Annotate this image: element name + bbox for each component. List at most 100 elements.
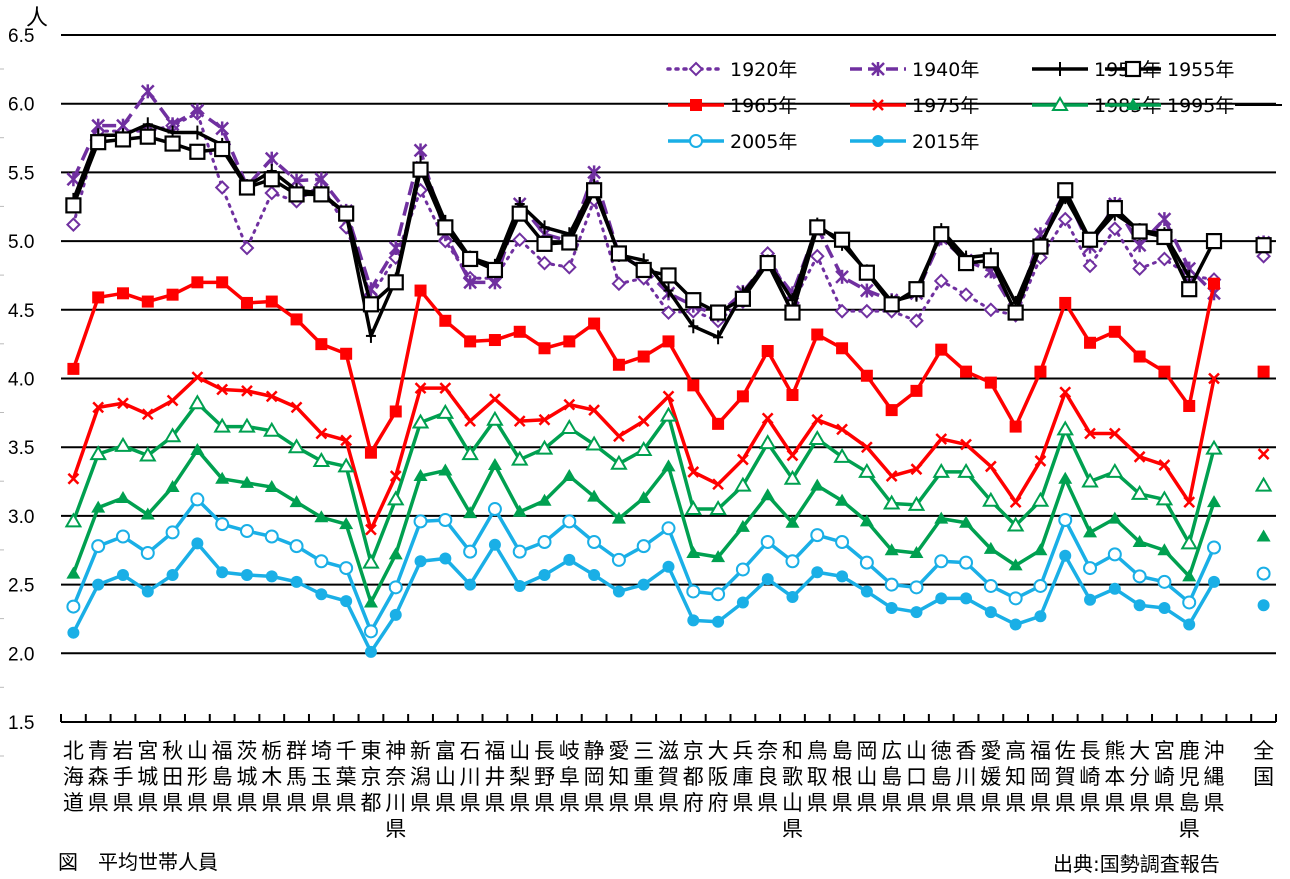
- data-point: [489, 393, 501, 405]
- x-tick-label: 県: [112, 791, 133, 815]
- data-point: [140, 84, 155, 99]
- data-point: [783, 469, 802, 485]
- data-point: [189, 143, 206, 160]
- data-point: [883, 296, 900, 313]
- data-point: [439, 314, 452, 327]
- x-tick-label: 福: [1030, 739, 1051, 763]
- x-tick-label: 県: [311, 791, 332, 815]
- data-point: [115, 491, 130, 504]
- x-tick-label: 岡: [856, 739, 877, 763]
- data-point: [314, 554, 329, 569]
- x-tick-label: 口: [906, 765, 927, 789]
- data-point: [859, 283, 874, 298]
- data-point: [1257, 599, 1270, 612]
- data-point: [538, 342, 551, 355]
- data-point: [67, 472, 80, 485]
- data-point: [264, 151, 279, 166]
- data-point: [66, 599, 81, 614]
- x-tick-label: 奈: [757, 739, 778, 763]
- data-point: [612, 585, 625, 598]
- x-tick-label: 県: [906, 791, 927, 815]
- data-point: [315, 588, 328, 601]
- x-tick-label: 高: [1005, 739, 1026, 763]
- x-tick-label: 都: [360, 791, 381, 815]
- data-point: [1183, 496, 1196, 509]
- x-tick-label: 県: [807, 791, 828, 815]
- series-1995年: [66, 442, 1271, 608]
- data-point: [512, 232, 528, 248]
- source-caption: 出典:国勢調査報告: [1053, 852, 1220, 876]
- x-tick-label: 県: [212, 791, 233, 815]
- x-tick-label: 梨: [509, 765, 530, 789]
- data-point: [661, 305, 676, 320]
- data-point: [314, 172, 329, 187]
- data-point: [611, 552, 626, 567]
- data-point: [463, 275, 478, 290]
- data-point: [215, 121, 230, 136]
- data-point: [1009, 420, 1022, 433]
- x-tick-label: 葉: [336, 765, 357, 789]
- data-point: [513, 325, 526, 338]
- data-point: [1155, 490, 1174, 506]
- data-point: [909, 545, 924, 558]
- data-point: [363, 595, 378, 608]
- x-tick-label: 愛: [980, 739, 1001, 763]
- data-point: [885, 470, 898, 482]
- series-group: [64, 84, 1273, 658]
- data-point: [613, 430, 625, 443]
- x-tick-label: 県: [187, 791, 208, 815]
- x-tick-label: 本: [1104, 765, 1125, 789]
- data-point: [314, 510, 329, 523]
- data-point: [1205, 233, 1223, 250]
- data-point: [785, 554, 800, 569]
- legend-item: 1995年: [1105, 95, 1234, 117]
- data-point: [659, 406, 678, 422]
- legend-marker: [1051, 96, 1069, 111]
- x-tick-label: 山: [782, 791, 803, 815]
- data-point: [1157, 574, 1172, 589]
- data-point: [215, 471, 230, 484]
- data-point: [339, 517, 354, 530]
- y-tick-label: 5.0: [8, 232, 34, 253]
- x-tick-label: 県: [336, 791, 357, 815]
- y-tick-label: 1.5: [8, 713, 34, 734]
- x-tick-label: 石: [460, 739, 481, 763]
- legend-item: 1975年: [850, 95, 979, 117]
- data-point: [635, 261, 652, 279]
- data-point: [340, 347, 353, 360]
- x-tick-label: 奈: [385, 765, 406, 789]
- data-point: [388, 547, 403, 560]
- data-point: [662, 335, 675, 348]
- legend-label: 1995年: [1167, 95, 1234, 117]
- data-point: [1057, 211, 1073, 227]
- data-point: [239, 475, 254, 488]
- data-point: [91, 539, 106, 554]
- data-point: [1181, 281, 1198, 298]
- data-point: [734, 290, 751, 307]
- data-point: [141, 295, 154, 308]
- legend-label: 1920年: [730, 59, 797, 81]
- data-point: [1059, 296, 1072, 309]
- data-point: [810, 528, 825, 543]
- data-point: [486, 410, 504, 426]
- x-tick-label: 県: [286, 791, 307, 815]
- data-point: [65, 197, 82, 214]
- x-tick-label: 京: [360, 765, 381, 789]
- x-tick-label: 沖: [1204, 739, 1225, 763]
- data-point: [312, 451, 331, 467]
- data-point: [760, 535, 775, 550]
- data-point: [265, 570, 278, 583]
- data-point: [66, 566, 81, 579]
- x-tick-label: 県: [435, 791, 456, 815]
- data-point: [1034, 610, 1047, 623]
- x-tick-label: 島: [832, 739, 853, 763]
- data-point: [835, 535, 850, 550]
- data-point: [65, 217, 81, 233]
- data-point: [115, 529, 130, 544]
- data-point: [735, 519, 750, 532]
- x-tick-label: 埼: [311, 739, 332, 763]
- x-tick-label: 県: [732, 791, 753, 815]
- series-1985年: [64, 394, 1273, 569]
- data-point: [265, 390, 278, 403]
- data-point: [858, 462, 876, 478]
